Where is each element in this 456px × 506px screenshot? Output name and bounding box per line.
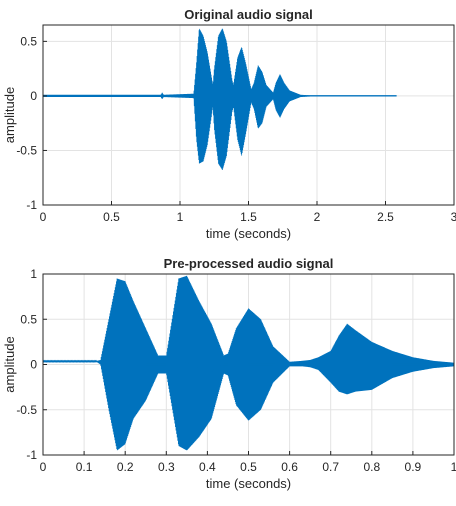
x-tick-label: 0.6 (281, 460, 298, 474)
x-tick-label: 2 (314, 210, 321, 224)
y-tick-label: -0.5 (16, 403, 37, 417)
x-tick-label: 1 (451, 460, 456, 474)
chart-title-original: Original audio signal (184, 7, 313, 22)
signal-preprocessed (42, 275, 455, 451)
xticks-original: 0 0.5 1 1.5 2 2.5 3 (40, 201, 456, 224)
plot-original: 0 0.5 1 1.5 2 2.5 3 0.5 0 -0.5 -1 Original audio … (2, 7, 456, 241)
y-tick-label: -0.5 (16, 143, 37, 157)
x-tick-label: 0 (40, 210, 47, 224)
x-tick-label: 0.2 (117, 460, 134, 474)
x-tick-label: 0.8 (363, 460, 380, 474)
x-tick-label: 0.1 (76, 460, 93, 474)
x-tick-label: 3 (451, 210, 456, 224)
yticks-preprocessed: 1 0.5 0 -0.5 -1 (16, 267, 47, 462)
chart-title-preprocessed: Pre-processed audio signal (164, 256, 334, 271)
x-tick-label: 0.7 (322, 460, 339, 474)
x-axis-label-original: time (seconds) (206, 226, 291, 241)
y-tick-label: 0.5 (20, 312, 37, 326)
x-axis-label-preprocessed: time (seconds) (206, 476, 291, 491)
x-tick-label: 0.5 (240, 460, 257, 474)
x-tick-label: 0.3 (158, 460, 175, 474)
x-tick-label: 0.4 (199, 460, 216, 474)
y-tick-label: 0.5 (20, 34, 37, 48)
y-axis-label-original: amplitude (2, 87, 17, 143)
x-tick-label: 2.5 (377, 210, 394, 224)
y-tick-label: 0 (30, 358, 37, 372)
xticks-preprocessed: 0 0.1 0.2 0.3 0.4 0.5 0.6 0.7 0.8 0.9 1 (40, 451, 456, 474)
plot-preprocessed: 0 0.1 0.2 0.3 0.4 0.5 0.6 0.7 0.8 0.9 1 1 0.5 0 -0.5 -… (2, 256, 456, 491)
baseline-preprocessed (43, 358, 454, 372)
yticks-original: 0.5 0 -0.5 -1 (16, 34, 47, 212)
x-tick-label: 0.9 (405, 460, 422, 474)
x-tick-label: 1 (177, 210, 184, 224)
y-tick-label: 1 (30, 267, 37, 281)
x-tick-label: 0.5 (103, 210, 120, 224)
y-tick-label: -1 (26, 198, 37, 212)
baseline-original (43, 95, 397, 102)
y-tick-label: 0 (30, 89, 37, 103)
x-tick-label: 1.5 (240, 210, 257, 224)
x-tick-label: 0 (40, 460, 47, 474)
y-axis-label-preprocessed: amplitude (2, 336, 17, 392)
y-tick-label: -1 (26, 448, 37, 462)
